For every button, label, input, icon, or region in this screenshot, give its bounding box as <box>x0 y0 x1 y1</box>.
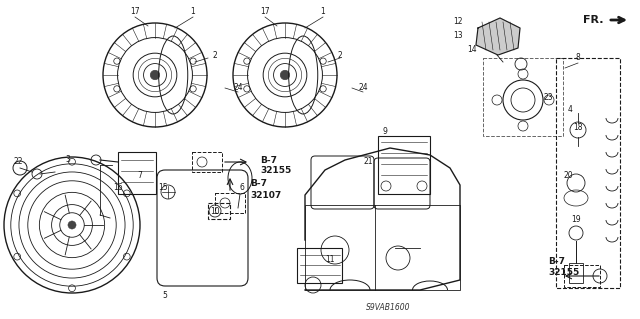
Text: 10: 10 <box>210 207 220 217</box>
Text: 7: 7 <box>138 170 143 180</box>
Text: 5: 5 <box>163 291 168 300</box>
Text: 16: 16 <box>113 183 123 192</box>
Text: 17: 17 <box>260 8 270 17</box>
Text: 20: 20 <box>563 170 573 180</box>
Text: 14: 14 <box>467 46 477 55</box>
Text: 32107: 32107 <box>250 190 281 199</box>
Text: 18: 18 <box>573 123 583 132</box>
Bar <box>215 193 245 213</box>
Text: 2: 2 <box>212 50 218 60</box>
Text: 4: 4 <box>568 106 572 115</box>
Polygon shape <box>476 18 520 55</box>
Text: 32155: 32155 <box>548 268 579 277</box>
Text: 21: 21 <box>364 158 372 167</box>
Text: 13: 13 <box>453 31 463 40</box>
Bar <box>305 205 460 290</box>
Text: 8: 8 <box>575 54 580 63</box>
Text: 9: 9 <box>383 128 387 137</box>
Bar <box>192 152 222 172</box>
Text: 1: 1 <box>191 8 195 17</box>
Bar <box>297 248 342 283</box>
Bar <box>208 203 230 219</box>
Text: 24: 24 <box>233 84 243 93</box>
Text: 17: 17 <box>130 8 140 17</box>
Bar <box>569 263 583 283</box>
Text: 6: 6 <box>239 183 244 192</box>
Circle shape <box>68 221 76 229</box>
Text: 22: 22 <box>13 158 23 167</box>
Text: 24: 24 <box>358 84 368 93</box>
Bar <box>118 152 156 194</box>
Text: 3: 3 <box>65 155 70 165</box>
Bar <box>483 58 563 136</box>
Text: 11: 11 <box>325 256 335 264</box>
Bar <box>564 265 600 287</box>
Text: B-7: B-7 <box>260 156 277 165</box>
Bar <box>378 136 430 194</box>
Circle shape <box>280 70 290 80</box>
Text: B-7: B-7 <box>548 257 565 266</box>
Text: 23: 23 <box>543 93 553 102</box>
Bar <box>556 58 620 288</box>
Text: S9VAB1600: S9VAB1600 <box>365 303 410 313</box>
Text: FR.: FR. <box>584 15 604 25</box>
Text: 1: 1 <box>321 8 325 17</box>
Circle shape <box>150 70 160 80</box>
Text: 15: 15 <box>158 183 168 192</box>
Text: 32155: 32155 <box>260 166 291 175</box>
Text: 19: 19 <box>571 216 581 225</box>
Text: B-7: B-7 <box>250 179 267 188</box>
Text: 12: 12 <box>453 18 463 26</box>
Text: 2: 2 <box>338 50 342 60</box>
